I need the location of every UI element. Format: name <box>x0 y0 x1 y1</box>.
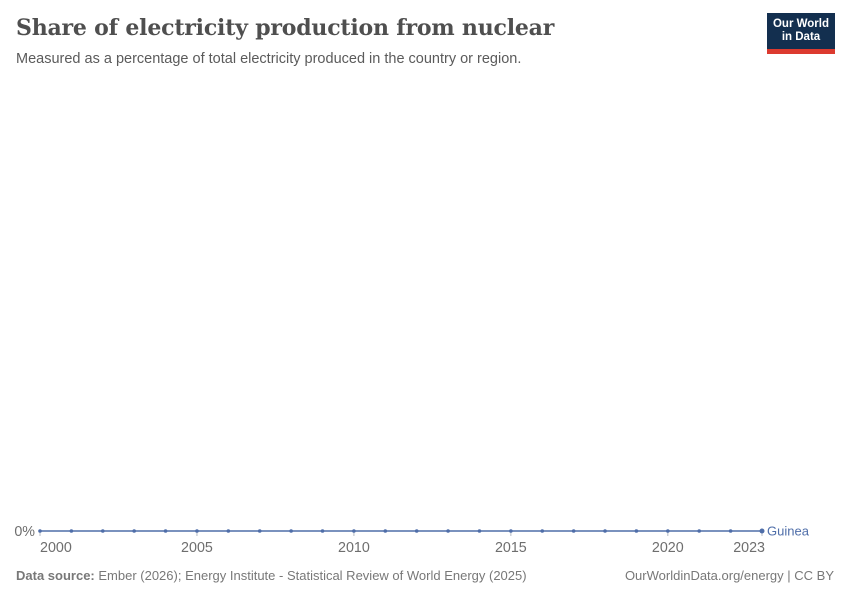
data-point <box>666 529 670 533</box>
owid-logo-line1: Our World <box>772 18 829 30</box>
chart-header: Share of electricity production from nuc… <box>16 14 834 69</box>
axis-tick-label: 2015 <box>495 540 527 556</box>
data-point <box>195 529 199 533</box>
data-point <box>759 528 765 534</box>
data-source-note: Data source: Ember (2026); Energy Instit… <box>16 568 527 584</box>
data-point <box>728 529 733 533</box>
axis-tick-label: 2005 <box>181 540 213 556</box>
axis-tick-label: 2023 <box>733 540 765 556</box>
data-point <box>38 529 42 533</box>
data-point <box>163 529 168 533</box>
data-point <box>226 529 231 533</box>
data-point <box>477 529 482 533</box>
owid-link[interactable]: OurWorldinData.org/energy | CC BY <box>624 568 834 583</box>
data-point <box>571 529 576 533</box>
axis-tick-label: 2020 <box>652 540 684 556</box>
data-point <box>320 529 325 533</box>
data-point <box>634 529 639 533</box>
data-point <box>100 529 105 533</box>
chart-subtitle: Measured as a percentage of total electr… <box>16 51 522 67</box>
data-point <box>540 529 545 533</box>
owid-logo: Our World in Data <box>767 13 835 54</box>
data-point <box>603 529 607 533</box>
axis-tick-label: 2010 <box>338 540 370 556</box>
data-point <box>132 529 136 533</box>
owid-logo-line2: in Data <box>781 31 821 43</box>
series-label[interactable]: Guinea <box>767 524 810 539</box>
axis-tick-label: 2000 <box>40 540 72 556</box>
data-source-label: Data source: <box>16 568 95 583</box>
data-point <box>69 529 74 533</box>
data-point <box>257 529 262 533</box>
y-axis-label: 0% <box>14 524 35 540</box>
page-title: Share of electricity production from nuc… <box>16 15 555 41</box>
data-point <box>697 529 702 533</box>
data-point <box>383 529 388 533</box>
data-point <box>509 529 513 533</box>
chart-footer: Data source: Ember (2026); Energy Instit… <box>16 568 834 584</box>
data-point <box>289 529 293 533</box>
data-point <box>446 529 450 533</box>
data-source-text: Ember (2026); Energy Institute - Statist… <box>94 568 527 583</box>
data-point <box>414 529 419 533</box>
data-point <box>352 529 356 533</box>
